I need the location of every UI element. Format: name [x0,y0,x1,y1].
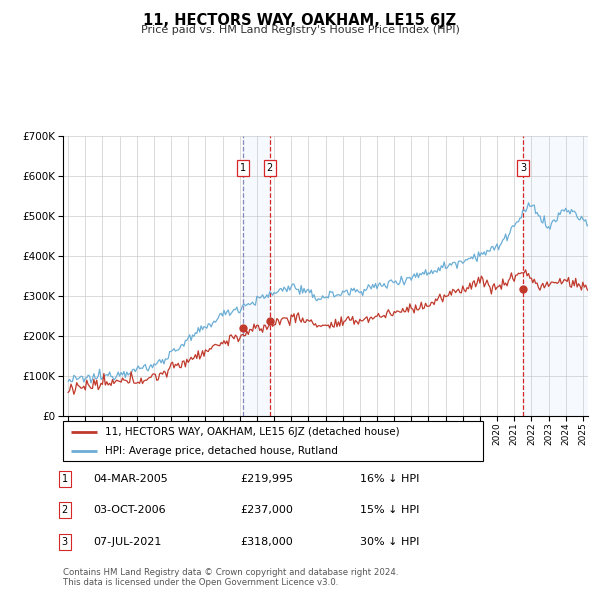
Text: Price paid vs. HM Land Registry's House Price Index (HPI): Price paid vs. HM Land Registry's House … [140,25,460,35]
Text: 3: 3 [520,163,526,173]
Text: £237,000: £237,000 [240,506,293,515]
Text: £318,000: £318,000 [240,537,293,546]
Text: 1: 1 [62,474,68,484]
Text: 2: 2 [62,506,68,515]
Text: 3: 3 [62,537,68,546]
Text: 04-MAR-2005: 04-MAR-2005 [93,474,168,484]
Bar [242,136,270,416]
Bar [523,136,588,416]
Text: 11, HECTORS WAY, OAKHAM, LE15 6JZ: 11, HECTORS WAY, OAKHAM, LE15 6JZ [143,13,457,28]
Text: 2: 2 [266,163,273,173]
Text: 11, HECTORS WAY, OAKHAM, LE15 6JZ (detached house): 11, HECTORS WAY, OAKHAM, LE15 6JZ (detac… [105,427,400,437]
Text: HPI: Average price, detached house, Rutland: HPI: Average price, detached house, Rutl… [105,445,338,455]
Text: 07-JUL-2021: 07-JUL-2021 [93,537,161,546]
Text: 1: 1 [239,163,245,173]
Text: Contains HM Land Registry data © Crown copyright and database right 2024.
This d: Contains HM Land Registry data © Crown c… [63,568,398,587]
Text: 16% ↓ HPI: 16% ↓ HPI [360,474,419,484]
Text: 15% ↓ HPI: 15% ↓ HPI [360,506,419,515]
Text: £219,995: £219,995 [240,474,293,484]
Text: 03-OCT-2006: 03-OCT-2006 [93,506,166,515]
Text: 30% ↓ HPI: 30% ↓ HPI [360,537,419,546]
